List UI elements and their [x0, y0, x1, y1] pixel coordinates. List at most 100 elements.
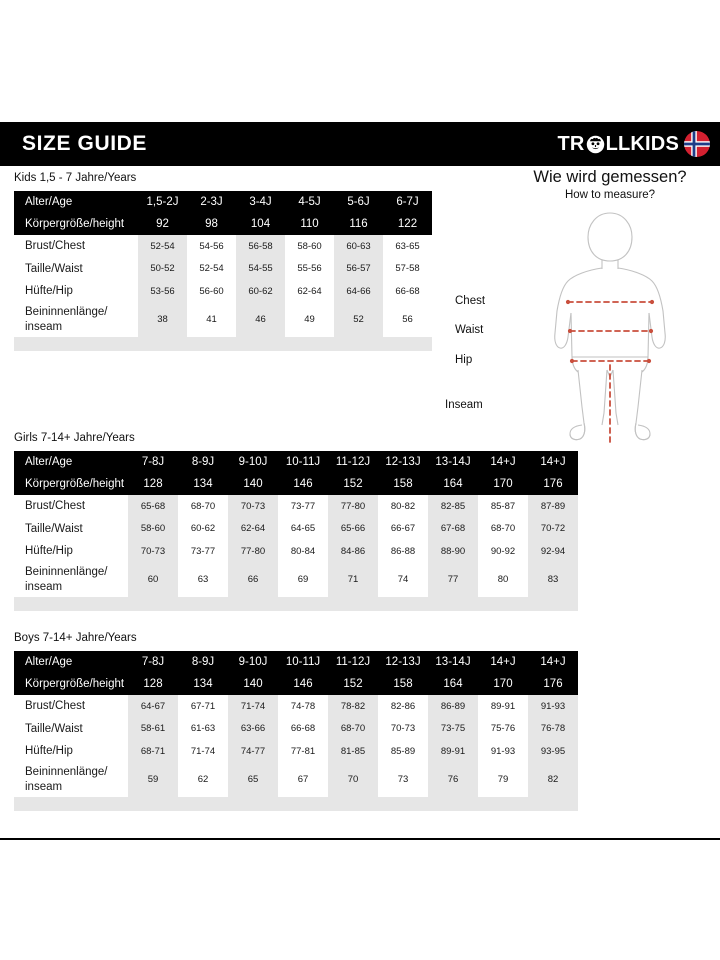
table-head-girls: Alter/Age 7-8J 8-9J 9-10J 10-11J 11-12J …: [14, 451, 578, 495]
header-height-cell: 164: [443, 478, 463, 490]
page-title: SIZE GUIDE: [22, 132, 148, 155]
data-cell: 62-64: [228, 517, 278, 540]
data-cell: 63-66: [228, 717, 278, 740]
data-cell: 70-72: [528, 517, 578, 540]
data-cell: 91-93: [528, 695, 578, 718]
header-height-cell: 110: [300, 218, 319, 230]
row-label-chest: Brust/Chest: [14, 235, 138, 258]
data-cell: 74: [378, 562, 428, 597]
data-cell: 56-58: [236, 235, 285, 258]
header-age-cell: 13-14J: [435, 656, 471, 668]
data-cell: 68-71: [128, 740, 178, 763]
header-row-height: Körpergröße/height 128 134 140 146 152 1…: [14, 673, 578, 695]
data-cell: 77-80: [328, 495, 378, 518]
footer-pad-cell: [228, 596, 278, 611]
data-cell: 69: [278, 562, 328, 597]
table-row: Hüfte/Hip 68-71 71-74 74-77 77-81 81-85 …: [14, 740, 578, 763]
table-row: Beininnenlänge/ inseam 59 62 65 67 70 73…: [14, 762, 578, 797]
row-label-hip: Hüfte/Hip: [14, 540, 128, 563]
troll-face-icon: [586, 135, 605, 154]
table-body-girls: Brust/Chest 65-68 68-70 70-73 73-77 77-8…: [14, 495, 578, 611]
table-head-boys: Alter/Age 7-8J 8-9J 9-10J 10-11J 11-12J …: [14, 651, 578, 695]
header-height-cell: 116: [349, 218, 368, 230]
header-age-cell: 11-12J: [335, 456, 371, 468]
data-cell: 74-77: [228, 740, 278, 763]
data-cell: 91-93: [478, 740, 528, 763]
header-height-cell: 92: [156, 218, 169, 230]
data-cell: 90-92: [478, 540, 528, 563]
size-table-boys: Alter/Age 7-8J 8-9J 9-10J 10-11J 11-12J …: [14, 651, 578, 811]
data-cell: 58-60: [128, 517, 178, 540]
footer-pad-cell: [334, 336, 383, 351]
footer-pad-cell: [128, 596, 178, 611]
data-cell: 64-67: [128, 695, 178, 718]
header-height-cell: 170: [493, 678, 513, 690]
table-row: Brust/Chest 52-54 54-56 56-58 58-60 60-6…: [14, 235, 432, 258]
data-cell: 93-95: [528, 740, 578, 763]
footer-pad-cell: [383, 336, 432, 351]
data-cell: 70-73: [378, 717, 428, 740]
header-height-cell: 134: [193, 678, 213, 690]
header-height-cell: 152: [343, 478, 363, 490]
header-age-cell: 12-13J: [385, 656, 421, 668]
data-cell: 82: [528, 762, 578, 797]
row-label-inseam-line2: inseam: [25, 320, 63, 333]
data-cell: 56-57: [334, 257, 383, 280]
header-age-cell: 8-9J: [191, 456, 215, 468]
footer-pad-cell: [187, 336, 236, 351]
footer-pad-cell: [14, 796, 128, 811]
data-cell: 82-86: [378, 695, 428, 718]
data-cell: 71-74: [228, 695, 278, 718]
header-age-cell: 4-5J: [298, 196, 321, 208]
data-cell: 89-91: [478, 695, 528, 718]
header-age-cell: 9-10J: [238, 656, 268, 668]
header-height-cell: 128: [143, 678, 163, 690]
label-hip: Hip: [455, 353, 473, 366]
header-height-cell: 122: [397, 218, 418, 230]
data-cell: 76-78: [528, 717, 578, 740]
data-cell: 82-85: [428, 495, 478, 518]
header-age-cell: 9-10J: [238, 456, 268, 468]
data-cell: 86-89: [428, 695, 478, 718]
header-age-cell: 14+J: [540, 456, 566, 468]
data-cell: 71: [328, 562, 378, 597]
data-cell: 67-71: [178, 695, 228, 718]
header-height-cell: 98: [205, 218, 218, 230]
data-cell: 52-54: [138, 235, 187, 258]
row-label-hip: Hüfte/Hip: [14, 740, 128, 763]
data-cell: 54-56: [187, 235, 236, 258]
header-age-cell: 10-11J: [285, 656, 321, 668]
data-cell: 88-90: [428, 540, 478, 563]
data-cell: 70-73: [228, 495, 278, 518]
footer-pad-cell: [14, 336, 138, 351]
data-cell: 76: [428, 762, 478, 797]
header-label-age: Alter/Age: [25, 456, 73, 468]
bottom-divider: [0, 838, 720, 840]
footer-pad-cell: [138, 336, 187, 351]
data-cell: 46: [236, 302, 285, 337]
data-cell: 62: [178, 762, 228, 797]
data-cell: 58-60: [285, 235, 334, 258]
table-row: Taille/Waist 58-60 60-62 62-64 64-65 65-…: [14, 517, 578, 540]
row-label-waist: Taille/Waist: [14, 257, 138, 280]
label-inseam: Inseam: [445, 398, 483, 411]
header-age-cell: 11-12J: [335, 656, 371, 668]
brand-prefix: TR: [557, 133, 585, 155]
row-label-inseam: Beininnenlänge/ inseam: [14, 302, 138, 337]
row-label-inseam-line2: inseam: [25, 780, 63, 793]
header-height-cell: 176: [543, 678, 563, 690]
header-height-cell: 146: [293, 478, 313, 490]
data-cell: 63: [178, 562, 228, 597]
data-cell: 87-89: [528, 495, 578, 518]
footer-pad-cell: [428, 596, 478, 611]
data-cell: 73-77: [178, 540, 228, 563]
data-cell: 58-61: [128, 717, 178, 740]
header-age-cell: 14+J: [540, 656, 566, 668]
footer-pad-cell: [528, 596, 578, 611]
row-label-chest: Brust/Chest: [14, 695, 128, 718]
data-cell: 68-70: [478, 517, 528, 540]
footer-pad-cell: [236, 336, 285, 351]
data-cell: 56-60: [187, 280, 236, 303]
row-label-inseam-line1: Beininnenlänge/: [25, 566, 108, 579]
data-cell: 66-68: [278, 717, 328, 740]
